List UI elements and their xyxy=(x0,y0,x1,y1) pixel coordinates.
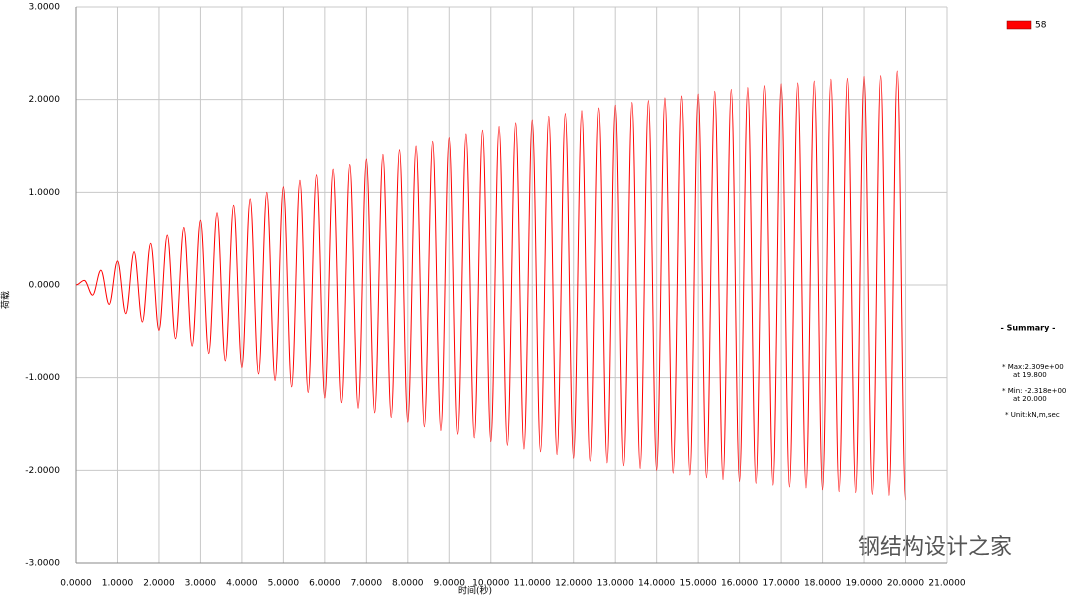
x-tick-label: 15.0000 xyxy=(680,579,717,589)
y-tick-label: -1.0000 xyxy=(25,373,60,383)
x-tick-label: 1.0000 xyxy=(102,579,134,589)
summary-line: * Unit:kN,m,sec xyxy=(1005,411,1060,419)
y-tick-label: 0.0000 xyxy=(29,281,61,291)
x-tick-label: 5.0000 xyxy=(268,579,300,589)
y-axis-label: 荷载 xyxy=(0,291,12,309)
y-tick-label: -3.0000 xyxy=(25,559,60,569)
x-tick-label: 14.0000 xyxy=(638,579,675,589)
x-axis-label: 时间(秒) xyxy=(458,585,492,596)
summary-line: at 19.800 xyxy=(1013,371,1047,379)
y-tick-label: 1.0000 xyxy=(29,188,61,198)
legend-swatch xyxy=(1006,20,1032,30)
x-tick-label: 19.0000 xyxy=(845,579,882,589)
legend-label: 58 xyxy=(1035,21,1047,31)
x-tick-label: 21.0000 xyxy=(928,579,965,589)
x-tick-label: 2.0000 xyxy=(143,579,175,589)
summary-line: * Min: -2.318e+00 xyxy=(1002,387,1066,395)
x-tick-label: 20.0000 xyxy=(887,579,924,589)
x-tick-label: 17.0000 xyxy=(762,579,799,589)
summary-line: * Max:2.309e+00 xyxy=(1002,363,1064,371)
summary-line: at 20.000 xyxy=(1013,395,1047,403)
summary-title: - Summary - xyxy=(1001,324,1056,333)
data-line xyxy=(75,70,907,501)
x-tick-label: 0.0000 xyxy=(60,579,92,589)
y-tick-label: 3.0000 xyxy=(29,3,61,13)
x-tick-label: 4.0000 xyxy=(226,579,258,589)
y-tick-label: 2.0000 xyxy=(29,95,61,105)
x-tick-label: 12.0000 xyxy=(555,579,592,589)
x-tick-label: 7.0000 xyxy=(351,579,383,589)
x-tick-label: 8.0000 xyxy=(392,579,424,589)
x-tick-label: 16.0000 xyxy=(721,579,758,589)
x-tick-label: 10.0000 xyxy=(472,579,509,589)
x-tick-label: 13.0000 xyxy=(597,579,634,589)
y-tick-label: -2.0000 xyxy=(25,466,60,476)
x-tick-label: 6.0000 xyxy=(309,579,341,589)
x-tick-label: 11.0000 xyxy=(514,579,551,589)
x-tick-label: 3.0000 xyxy=(185,579,217,589)
x-tick-label: 9.0000 xyxy=(434,579,466,589)
x-tick-label: 18.0000 xyxy=(804,579,841,589)
watermark: 钢结构设计之家 xyxy=(858,535,1012,560)
